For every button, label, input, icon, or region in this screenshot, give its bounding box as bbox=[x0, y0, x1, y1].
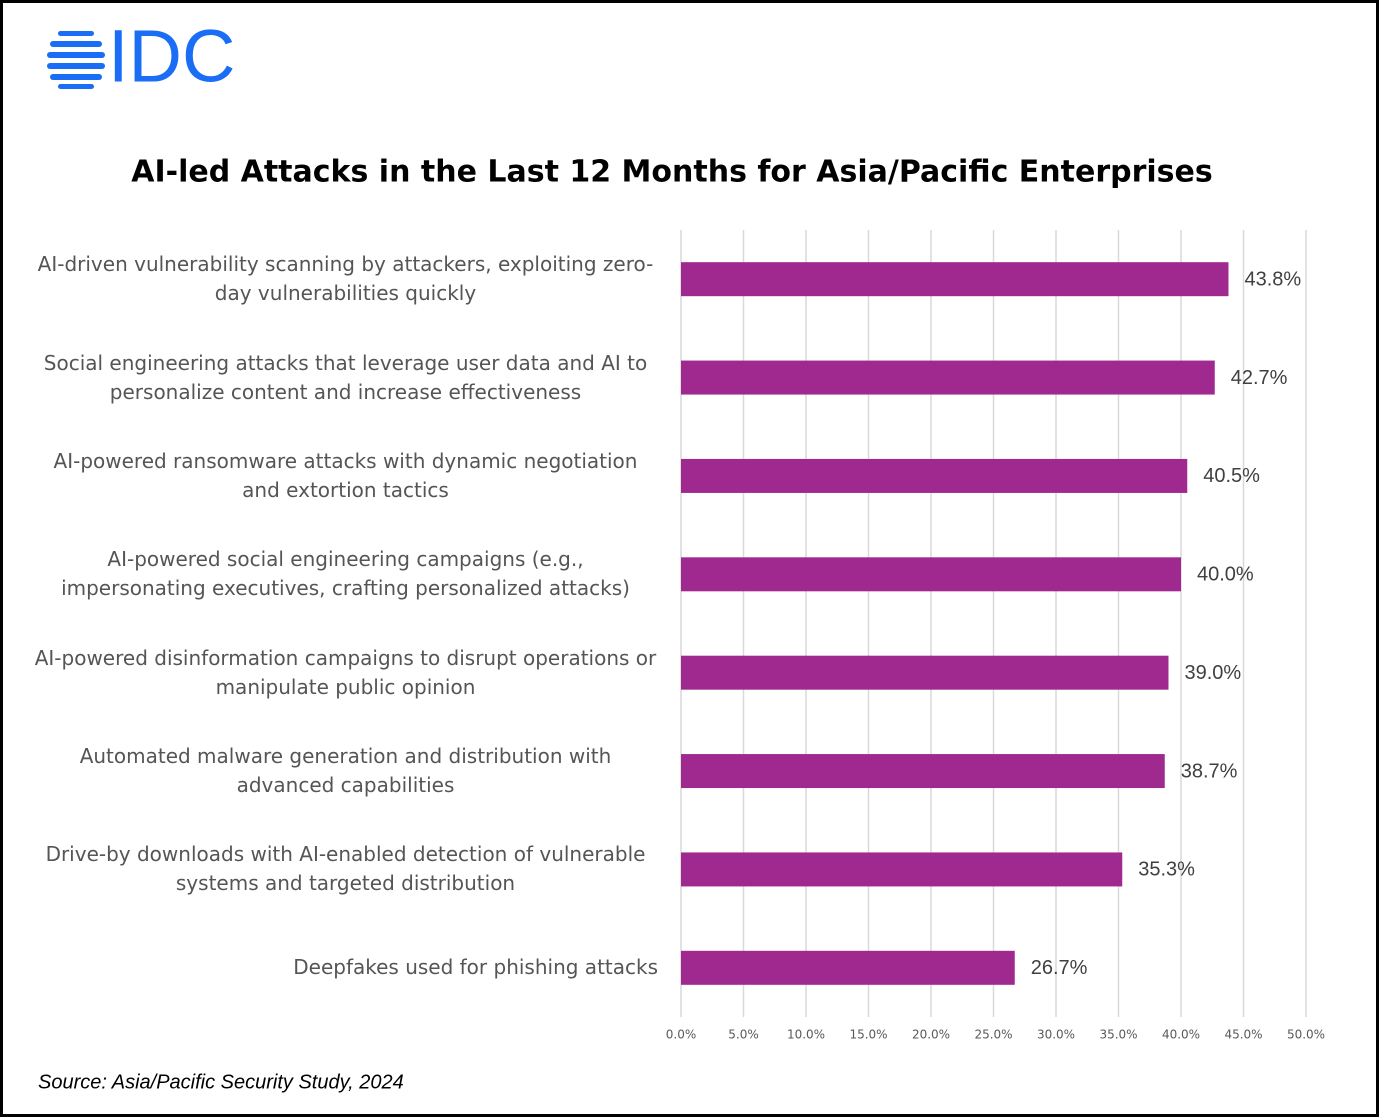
category-label-box: Drive-by downloads with AI-enabled detec… bbox=[20, 834, 658, 904]
bar bbox=[681, 262, 1229, 297]
value-label: 39.0% bbox=[1185, 662, 1242, 684]
value-label: 40.5% bbox=[1203, 465, 1260, 487]
x-tick-label: 45.0% bbox=[1224, 1028, 1262, 1042]
bar bbox=[681, 950, 1015, 985]
value-label: 35.3% bbox=[1138, 859, 1195, 881]
x-tick-label: 40.0% bbox=[1162, 1028, 1200, 1042]
y-tick-label: Automated malware generation and distrib… bbox=[79, 744, 612, 798]
bar bbox=[681, 360, 1215, 395]
bar bbox=[681, 557, 1181, 592]
category-label-box: AI-powered disinformation campaigns to d… bbox=[20, 638, 658, 708]
category-label-box: AI-driven vulnerability scanning by atta… bbox=[20, 244, 658, 314]
y-tick-label: AI-powered social engineering campaigns … bbox=[61, 547, 630, 601]
bar bbox=[681, 754, 1165, 789]
category-label-box: Deepfakes used for phishing attacks bbox=[20, 933, 658, 1003]
x-tick-label: 35.0% bbox=[1099, 1028, 1137, 1042]
x-tick-label: 30.0% bbox=[1037, 1028, 1075, 1042]
value-label: 38.7% bbox=[1181, 760, 1238, 782]
x-tick-label: 20.0% bbox=[912, 1028, 950, 1042]
category-label-box: Social engineering attacks that leverage… bbox=[20, 343, 658, 413]
y-tick-label: AI-powered ransomware attacks with dynam… bbox=[53, 448, 638, 502]
value-label: 42.7% bbox=[1231, 367, 1288, 389]
bar bbox=[681, 458, 1188, 493]
logo-text: IDC bbox=[108, 15, 235, 98]
chart-title: AI-led Attacks in the Last 12 Months for… bbox=[131, 155, 1213, 190]
value-label: 40.0% bbox=[1197, 564, 1254, 586]
x-tick-label: 15.0% bbox=[849, 1028, 887, 1042]
x-tick-label: 10.0% bbox=[787, 1028, 825, 1042]
x-tick-label: 50.0% bbox=[1287, 1028, 1325, 1042]
category-label-box: Automated malware generation and distrib… bbox=[20, 736, 658, 806]
value-label: 26.7% bbox=[1031, 957, 1088, 979]
logo-globe bbox=[47, 31, 105, 89]
x-tick-label: 0.0% bbox=[666, 1028, 697, 1042]
y-tick-label: Social engineering attacks that leverage… bbox=[43, 350, 648, 404]
category-label-box: AI-powered social engineering campaigns … bbox=[20, 539, 658, 609]
bar bbox=[681, 655, 1169, 690]
y-tick-label: AI-driven vulnerability scanning by atta… bbox=[37, 252, 654, 306]
y-tick-label: Deepfakes used for phishing attacks bbox=[293, 955, 658, 980]
value-label: 43.8% bbox=[1245, 268, 1302, 290]
bar bbox=[681, 852, 1123, 887]
category-label-box: AI-powered ransomware attacks with dynam… bbox=[20, 441, 658, 511]
source-note: Source: Asia/Pacific Security Study, 202… bbox=[38, 1071, 404, 1093]
y-tick-label: AI-powered disinformation campaigns to d… bbox=[34, 645, 657, 699]
x-tick-label: 5.0% bbox=[728, 1028, 759, 1042]
x-tick-label: 25.0% bbox=[974, 1028, 1012, 1042]
y-tick-label: Drive-by downloads with AI-enabled detec… bbox=[45, 842, 646, 896]
